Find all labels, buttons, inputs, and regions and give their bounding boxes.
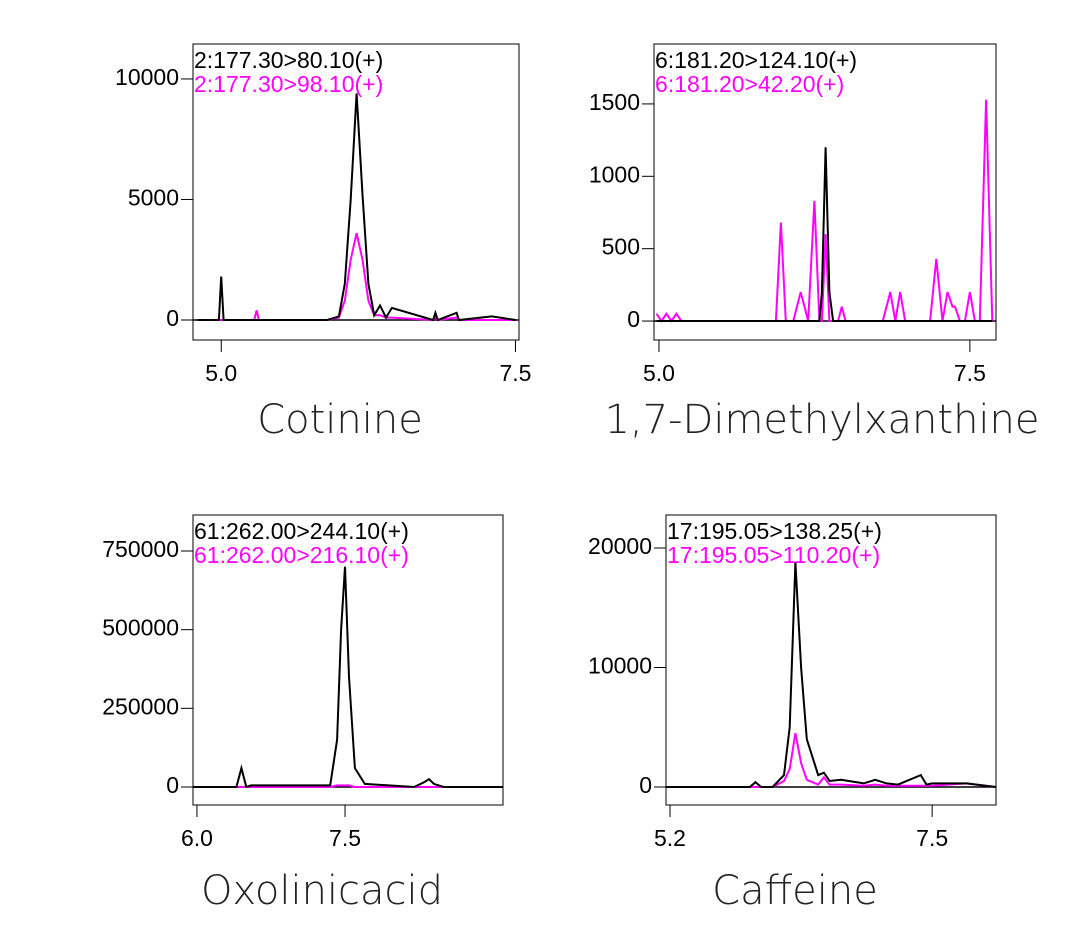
chart-title: Caffeine bbox=[712, 868, 878, 914]
y-tick-label: 500000 bbox=[102, 615, 179, 641]
legend-entry: 61:262.00>244.10(+) bbox=[194, 518, 409, 544]
legend-entry: 61:262.00>216.10(+) bbox=[194, 542, 409, 568]
plot-frame bbox=[192, 43, 520, 341]
plot-area bbox=[193, 566, 503, 789]
x-tick-label: 6.0 bbox=[181, 825, 213, 851]
chart-title: 1,7-Dimethylxanthine bbox=[605, 397, 1040, 443]
legend-entry: 17:195.05>110.20(+) bbox=[667, 542, 880, 568]
y-tick-label: 20000 bbox=[588, 533, 652, 559]
x-tick-label: 5.2 bbox=[654, 825, 686, 851]
series-line bbox=[197, 93, 516, 322]
chart-title: Oxolinicacid bbox=[201, 868, 443, 914]
y-tick-label: 750000 bbox=[102, 536, 179, 562]
x-tick-label: 7.5 bbox=[329, 825, 361, 851]
plot-frame bbox=[192, 514, 504, 806]
y-tick-label: 1000 bbox=[589, 161, 640, 187]
legend-entry: 6:181.20>124.10(+) bbox=[655, 47, 857, 73]
plot-area bbox=[654, 99, 996, 323]
series-line bbox=[666, 733, 996, 788]
x-tick-label: 5.0 bbox=[205, 360, 237, 386]
y-tick-label: 10000 bbox=[588, 653, 652, 679]
series-line bbox=[666, 562, 996, 788]
legend-entry: 6:181.20>42.20(+) bbox=[655, 71, 844, 97]
series-line bbox=[656, 147, 993, 322]
y-tick-label: 5000 bbox=[128, 185, 179, 211]
y-tick-label: 500 bbox=[602, 234, 640, 260]
x-tick-label: 7.5 bbox=[954, 360, 986, 386]
plot-frame bbox=[653, 43, 997, 341]
legend-entry: 17:195.05>138.25(+) bbox=[667, 518, 882, 544]
x-tick-label: 7.5 bbox=[916, 825, 948, 851]
plot-area bbox=[193, 93, 519, 322]
y-tick-label: 10000 bbox=[115, 64, 179, 90]
chart-title: Cotinine bbox=[257, 397, 423, 443]
y-tick-label: 0 bbox=[639, 772, 652, 798]
x-tick-label: 7.5 bbox=[499, 360, 531, 386]
series-line bbox=[193, 566, 503, 789]
y-tick-label: 0 bbox=[166, 772, 179, 798]
y-tick-label: 0 bbox=[627, 306, 640, 332]
legend-entry: 2:177.30>98.10(+) bbox=[194, 71, 383, 97]
series-line bbox=[197, 232, 516, 322]
plot-frame bbox=[665, 514, 997, 806]
plot-area bbox=[666, 562, 996, 788]
legend-entry: 2:177.30>80.10(+) bbox=[194, 47, 383, 73]
x-tick-label: 5.0 bbox=[643, 360, 675, 386]
y-tick-label: 250000 bbox=[102, 693, 179, 719]
y-tick-label: 1500 bbox=[589, 89, 640, 115]
y-tick-label: 0 bbox=[166, 305, 179, 331]
